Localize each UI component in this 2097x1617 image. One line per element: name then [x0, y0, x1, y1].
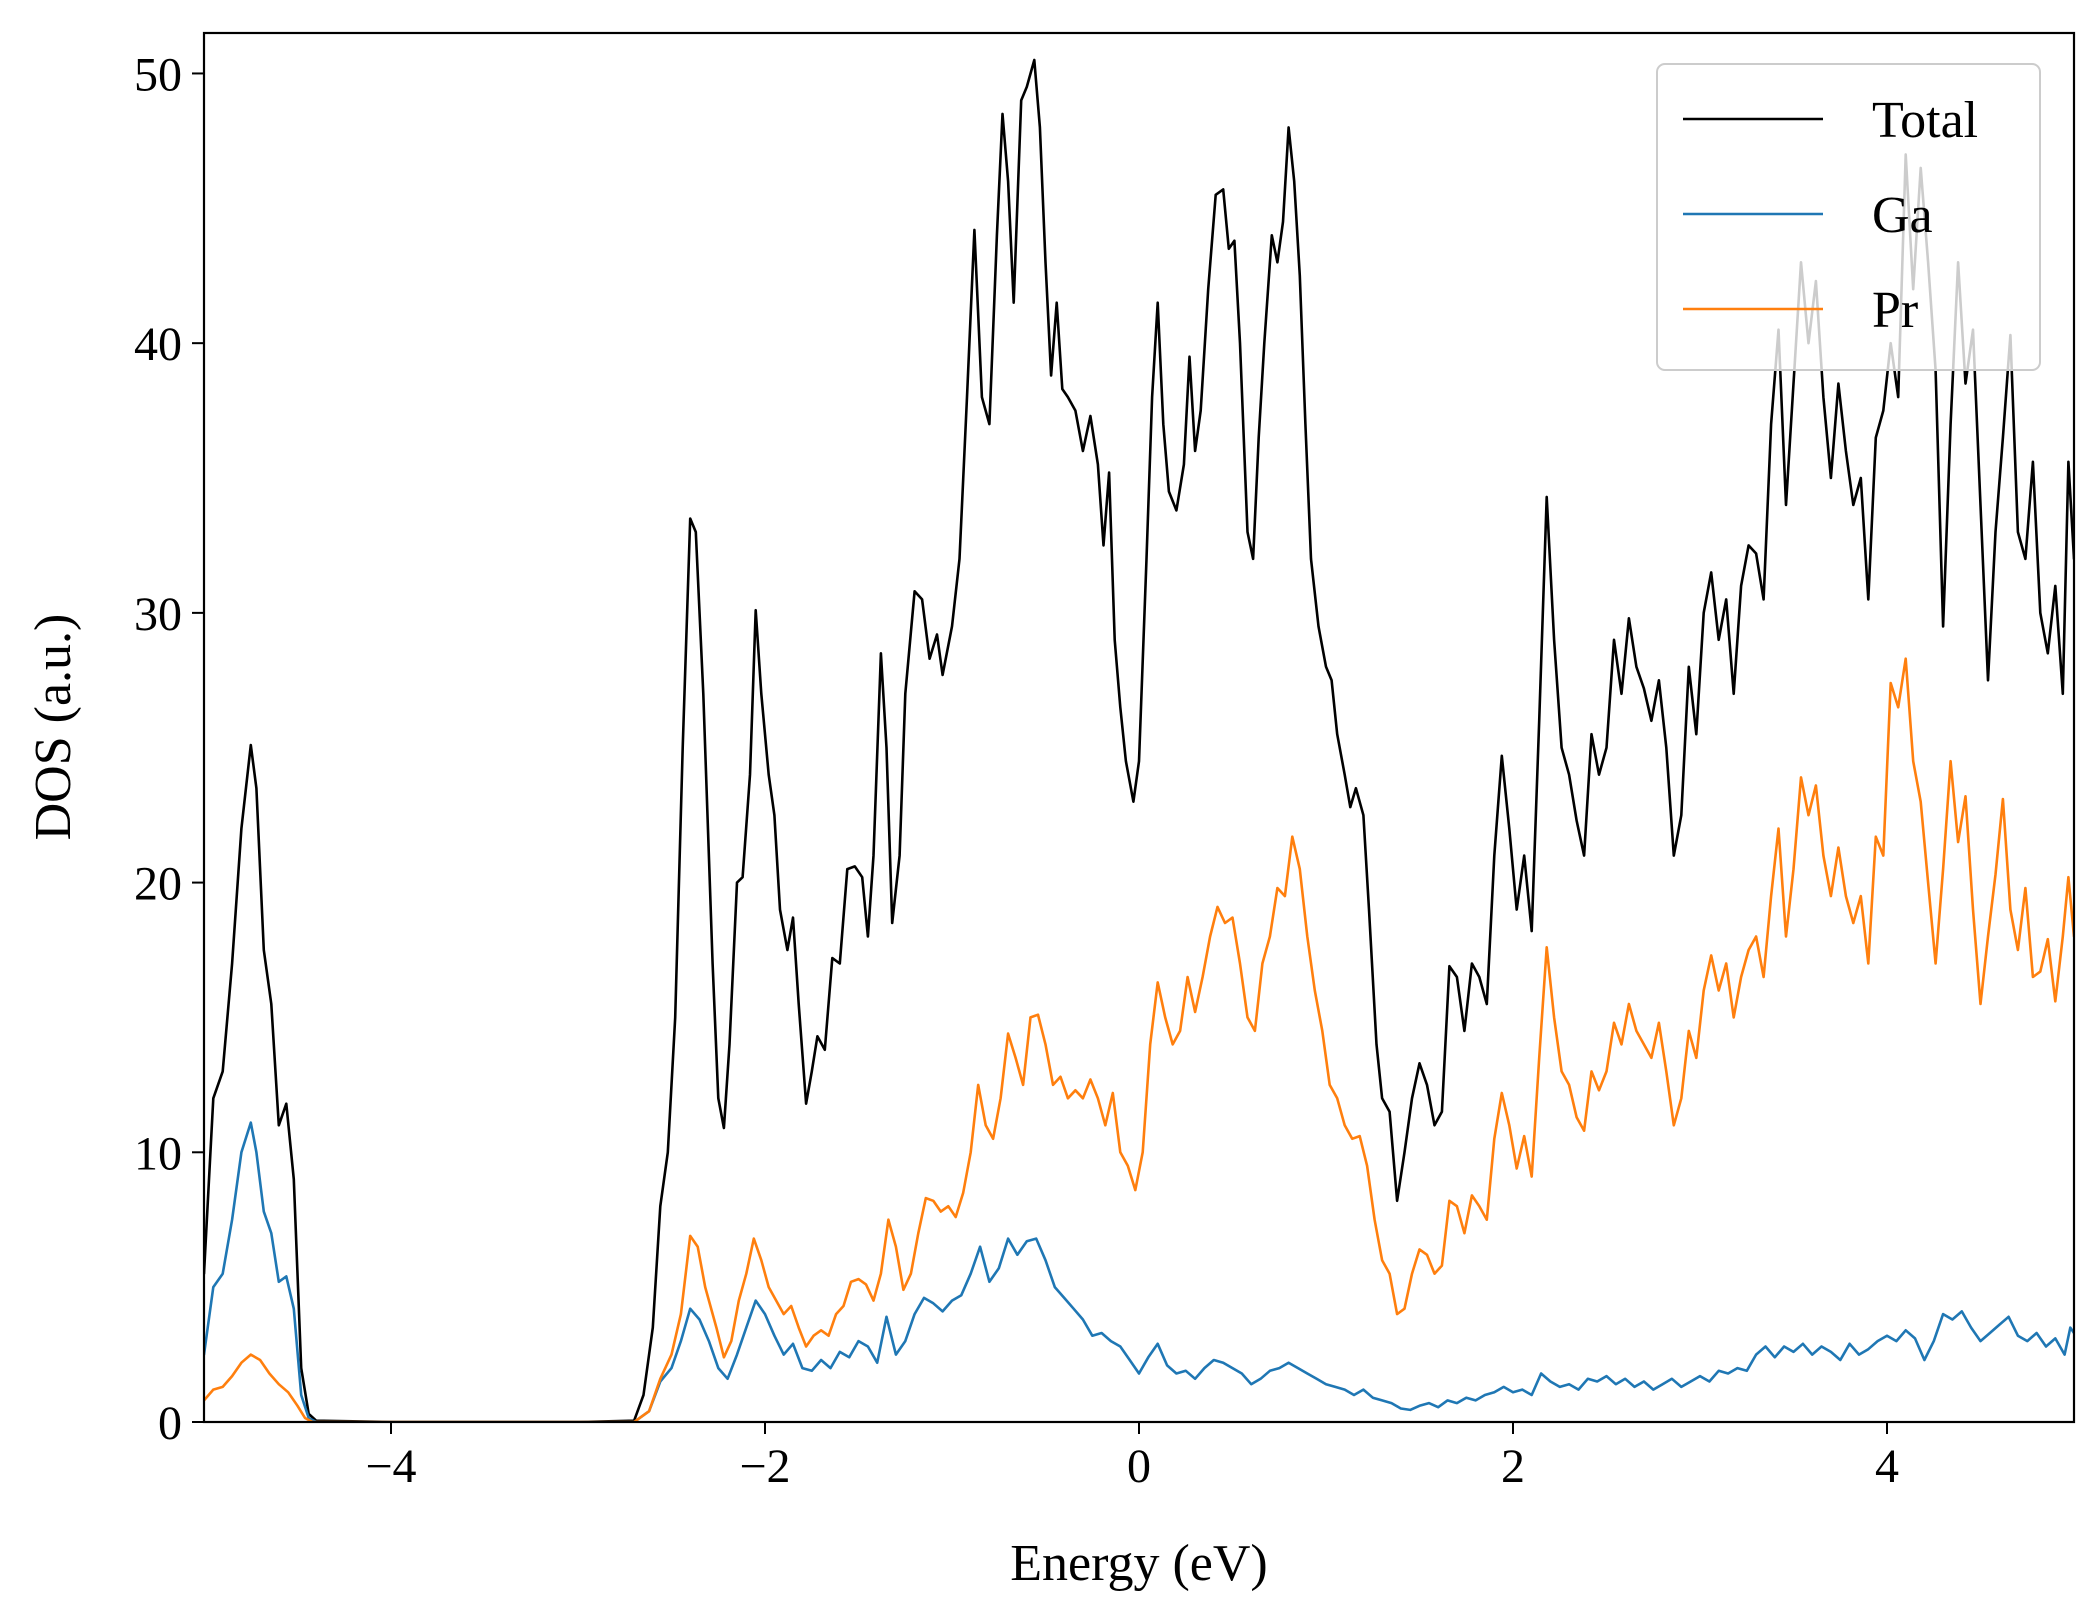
y-tick-label: 50: [134, 48, 182, 101]
series-line-ga: [204, 1121, 2074, 1422]
x-tick-label: 2: [1501, 1440, 1525, 1493]
legend-label-ga: Ga: [1872, 187, 1933, 244]
legend: Total Ga Pr: [1656, 63, 2041, 371]
y-tick-label: 40: [134, 318, 182, 371]
x-tick-label: 4: [1875, 1440, 1899, 1493]
legend-box: [1656, 63, 2041, 371]
y-axis: 0 10 20 30 40 50: [134, 48, 204, 1450]
x-axis: −4 −2 0 2 4: [365, 1422, 1899, 1493]
x-axis-title: Energy (eV): [1010, 1535, 1268, 1592]
y-tick-label: 10: [134, 1127, 182, 1180]
y-tick-label: 20: [134, 858, 182, 911]
x-tick-label: 0: [1127, 1440, 1151, 1493]
series-line-pr: [204, 657, 2074, 1422]
y-tick-label: 0: [158, 1397, 182, 1450]
x-tick-label: −2: [739, 1440, 790, 1493]
legend-label-pr: Pr: [1872, 282, 1918, 339]
x-tick-label: −4: [365, 1440, 416, 1493]
y-tick-label: 30: [134, 588, 182, 641]
legend-label-total: Total: [1872, 92, 1978, 149]
y-axis-title: DOS (a.u.): [25, 614, 82, 841]
